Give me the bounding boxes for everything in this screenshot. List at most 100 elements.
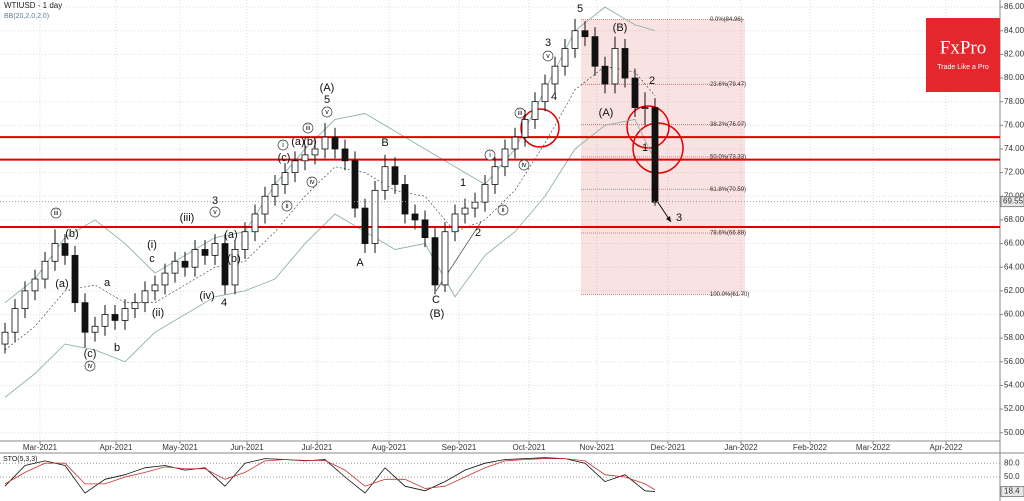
wave-label: c <box>149 253 155 265</box>
fib-label: 61.8%(70.59) <box>710 187 746 193</box>
wave-circle <box>281 200 293 212</box>
stochastic-last-box <box>1000 486 1024 498</box>
y-tick-label: 78.00 <box>1004 97 1024 106</box>
candle-body <box>521 119 529 138</box>
wave-label: 1 <box>460 177 466 189</box>
x-tick-label: Sep-2021 <box>442 443 477 452</box>
candle-body <box>261 195 269 215</box>
wave-label: ii <box>501 207 505 214</box>
candle-body <box>601 65 609 85</box>
wave-label: v <box>325 109 329 116</box>
candle-body <box>471 201 479 209</box>
candle-body <box>271 184 279 197</box>
candle-body <box>321 136 329 150</box>
x-tick-label: Jun-2021 <box>230 443 264 452</box>
y-tick-label: 50.00 <box>1004 428 1024 437</box>
candle-body <box>351 160 359 209</box>
y-tick-label: 66.00 <box>1004 239 1024 248</box>
candle-body <box>181 260 189 268</box>
wave-label: (B) <box>430 308 445 320</box>
y-tick-label: 76.00 <box>1004 120 1024 129</box>
candle-body <box>41 260 49 280</box>
candle-body <box>611 48 619 85</box>
candle-body <box>541 83 549 103</box>
wave-label: iv <box>521 162 527 169</box>
candle-body <box>391 166 399 185</box>
y-tick-label: 82.00 <box>1004 49 1024 58</box>
x-tick-label: Aug-2021 <box>372 443 407 452</box>
candle-body <box>511 136 519 150</box>
candle-body <box>591 36 599 67</box>
x-tick-label: Oct-2021 <box>513 443 546 452</box>
candle-body <box>91 325 99 333</box>
last-price-label: 69.55 <box>1003 197 1024 206</box>
candle-body <box>401 184 409 215</box>
y-tick-label: 58.00 <box>1004 333 1024 342</box>
candle-body <box>491 166 499 185</box>
x-tick-label: Apr-2022 <box>930 443 963 452</box>
fib-label: 78.6%(66.89) <box>710 231 746 237</box>
stochastic-tick-label: 50.0 <box>1004 472 1020 481</box>
highlight-circle <box>626 105 670 149</box>
wave-label: b <box>114 342 120 354</box>
stochastic-title: STO(5,3,3) <box>3 456 38 463</box>
wave-label: (A) <box>320 82 335 94</box>
wave-label: (b) <box>65 228 78 240</box>
wave-label: 5 <box>324 94 330 106</box>
y-tick-label: 84.00 <box>1004 26 1024 35</box>
wave-label: (a) <box>291 136 304 148</box>
candle-body <box>501 148 509 168</box>
y-tick-label: 64.00 <box>1004 262 1024 271</box>
y-tick-label: 68.00 <box>1004 215 1024 224</box>
candle-body <box>201 249 209 256</box>
wave-label: iii <box>54 210 59 217</box>
wave-circle <box>321 106 333 118</box>
wave-label: (a) <box>55 278 68 290</box>
candle-body <box>411 213 419 221</box>
y-tick-label: 74.00 <box>1004 144 1024 153</box>
candle-body <box>531 101 539 120</box>
candle-body <box>241 231 249 250</box>
wave-label: (A) <box>599 107 614 119</box>
candle-body <box>81 302 89 333</box>
candle-body <box>651 107 659 203</box>
wave-label: 3 <box>212 195 218 207</box>
candle-body <box>311 148 319 156</box>
wave-circle <box>514 107 526 119</box>
fib-label: 38.2%(76.07) <box>710 122 746 128</box>
fib-label: 0.0%(84.96) <box>710 17 743 23</box>
candle-body <box>171 260 179 274</box>
candle-body <box>371 189 379 244</box>
chart-title: WTIUSD - 1 day <box>4 1 62 10</box>
wave-label: 2 <box>649 75 655 87</box>
logo-name: FxPro <box>940 37 986 58</box>
arrow-head <box>666 216 671 222</box>
candle-body <box>191 249 199 268</box>
stochastic-tick-label: 80.0 <box>1004 458 1020 467</box>
wave-label: (b) <box>303 136 316 148</box>
wave-label: 3 <box>676 212 682 224</box>
y-tick-label: 60.00 <box>1004 310 1024 319</box>
candle-body <box>281 172 289 185</box>
candle-body <box>341 148 349 162</box>
wave-label: 4 <box>551 91 557 103</box>
candle-body <box>111 314 119 321</box>
wave-label: (c) <box>278 152 291 164</box>
wave-circle <box>484 149 496 161</box>
wave-circle <box>50 207 62 219</box>
highlight-circle <box>520 108 560 148</box>
indicator-label: BB(20,2.0,2.0) <box>4 13 49 20</box>
wave-label: (iv) <box>199 290 214 302</box>
y-tick-label: 56.00 <box>1004 357 1024 366</box>
candle-body <box>251 213 259 233</box>
wave-label: (b) <box>227 253 240 265</box>
y-tick-label: 72.00 <box>1004 168 1024 177</box>
wave-label: 4 <box>221 297 227 309</box>
wave-label: 5 <box>577 3 583 15</box>
fib-label: 100.0%(61.70) <box>710 292 749 298</box>
logo-slogan: Trade Like a Pro <box>937 64 989 71</box>
candle-body <box>151 284 159 292</box>
y-tick-label: 70.00 <box>1004 191 1024 200</box>
wave-label: iv <box>87 363 93 370</box>
